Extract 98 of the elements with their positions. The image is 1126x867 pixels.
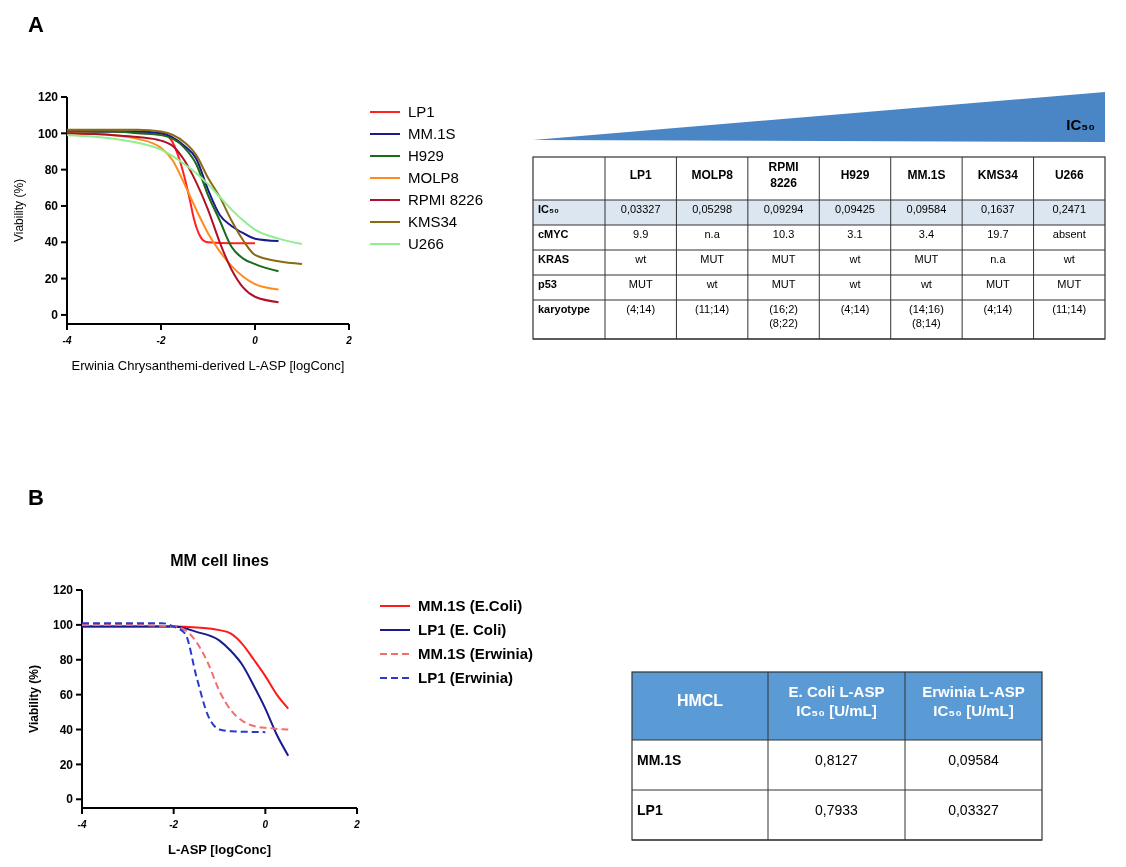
category-label: Erwinia L-ASP IC₅₀ [U/mL] (922, 682, 1025, 719)
legend-label: MM.1S (408, 125, 456, 143)
text: wt (920, 277, 932, 290)
x-tick-label: -2 (156, 335, 166, 346)
text: MUT (985, 277, 1010, 290)
text: (14;16) (8;14) (909, 302, 944, 329)
text: (4;14) (840, 302, 870, 315)
text: (4;14) (626, 302, 656, 315)
category-label: p53 (538, 277, 557, 290)
category-label: KMS34 (977, 167, 1019, 182)
legend-label: LP1 (E. Coli) (418, 621, 507, 639)
y-tick-label: 80 (59, 652, 74, 667)
category-label: LP1 (629, 167, 653, 182)
text: 0,09584 (948, 752, 999, 768)
x-tick-label: -4 (62, 335, 72, 346)
y-tick-label: 60 (59, 687, 74, 702)
category-label: U266 (1054, 167, 1084, 182)
y-tick-label: 0 (66, 792, 74, 807)
text: (11;14) (1052, 302, 1087, 315)
legend-label: MOLP8 (408, 169, 459, 187)
text: wt (849, 277, 861, 290)
legend-label: MM.1S (Erwinia) (418, 645, 534, 663)
y-tick-label: 100 (52, 618, 74, 633)
legend-label: H929 (408, 147, 444, 165)
text: MUT (771, 252, 796, 265)
text: 9.9 (633, 227, 649, 240)
legend-label: MM.1S (E.Coli) (418, 597, 523, 615)
text: n.a (704, 227, 720, 240)
text: 0,1637 (981, 202, 1015, 215)
text: wt (849, 252, 861, 265)
category-label: MM.1S (907, 167, 946, 182)
text: 0,8127 (815, 752, 858, 768)
text: A (28, 12, 44, 37)
text: wt (635, 252, 647, 265)
x-tick-label: -2 (169, 819, 179, 830)
category-label: MM.1S (637, 752, 682, 768)
text: (4;14) (983, 302, 1013, 315)
text: 0,7933 (815, 802, 858, 818)
category-label: KRAS (538, 252, 570, 265)
text: wt (1063, 252, 1075, 265)
y-tick-label: 40 (44, 235, 59, 250)
x-axis-title: L-ASP [logConc] (167, 842, 272, 857)
category-label: karyotype (538, 302, 590, 315)
y-tick-label: 20 (59, 757, 74, 772)
text: 0,03327 (620, 202, 661, 215)
legend-label: KMS34 (408, 213, 458, 231)
text: 0,09425 (835, 202, 875, 215)
text: 0,2471 (1052, 202, 1087, 215)
category-label: IC₅₀ (538, 202, 560, 215)
category-label: LP1 (637, 802, 663, 818)
y-tick-label: 40 (59, 722, 74, 737)
text: (16;2) (8;22) (769, 302, 798, 329)
text: 10.3 (772, 227, 795, 240)
text: HMCL (676, 692, 724, 709)
y-axis-title: Viability (%) (27, 665, 41, 733)
text: 3.4 (918, 227, 935, 240)
text: n.a (990, 252, 1006, 265)
category-label: H929 (840, 167, 870, 182)
text: 19.7 (987, 227, 1009, 240)
text: MUT (628, 277, 653, 290)
legend-label: RPMI 8226 (408, 191, 484, 209)
category-label: RPMI 8226 (768, 159, 799, 190)
x-tick-label: 0 (252, 335, 259, 346)
text: wt (706, 277, 718, 290)
text: 3.1 (847, 227, 863, 240)
text: 0,03327 (948, 802, 999, 818)
text: IC₅₀ (1066, 116, 1095, 133)
text: (11;14) (695, 302, 730, 315)
text: MUT (1057, 277, 1082, 290)
chart-title: MM cell lines (170, 552, 269, 569)
category-label: cMYC (538, 227, 569, 240)
y-tick-label: 80 (44, 162, 59, 177)
x-tick-label: 0 (262, 819, 269, 830)
legend-label: LP1 (Erwinia) (418, 669, 514, 687)
x-tick-label: 2 (353, 819, 361, 830)
legend-label: LP1 (408, 103, 435, 121)
text: MUT (914, 252, 939, 265)
x-tick-label: 2 (345, 335, 353, 346)
line-series (81, 625, 290, 757)
y-tick-label: 120 (37, 90, 59, 105)
text: 0,09294 (763, 202, 804, 215)
text: absent (1052, 227, 1086, 240)
y-tick-label: 60 (44, 199, 59, 214)
text: MUT (700, 252, 725, 265)
category-label: E. Coli L-ASP IC₅₀ [U/mL] (788, 682, 885, 719)
x-axis-title: Erwinia Chrysanthemi-derived L-ASP [logConc] (71, 358, 345, 373)
text: B (28, 485, 44, 510)
y-tick-label: 0 (51, 308, 59, 323)
y-tick-label: 20 (44, 271, 59, 286)
text: MUT (771, 277, 796, 290)
text: 0,09584 (906, 202, 947, 215)
y-tick-label: 120 (52, 583, 74, 598)
y-axis-title: Viability (%) (12, 178, 26, 243)
category-label: MOLP8 (691, 167, 734, 182)
x-tick-label: -4 (77, 819, 87, 830)
y-tick-label: 100 (37, 126, 59, 141)
text: 0,05298 (692, 202, 733, 215)
legend-label: U266 (408, 235, 444, 253)
